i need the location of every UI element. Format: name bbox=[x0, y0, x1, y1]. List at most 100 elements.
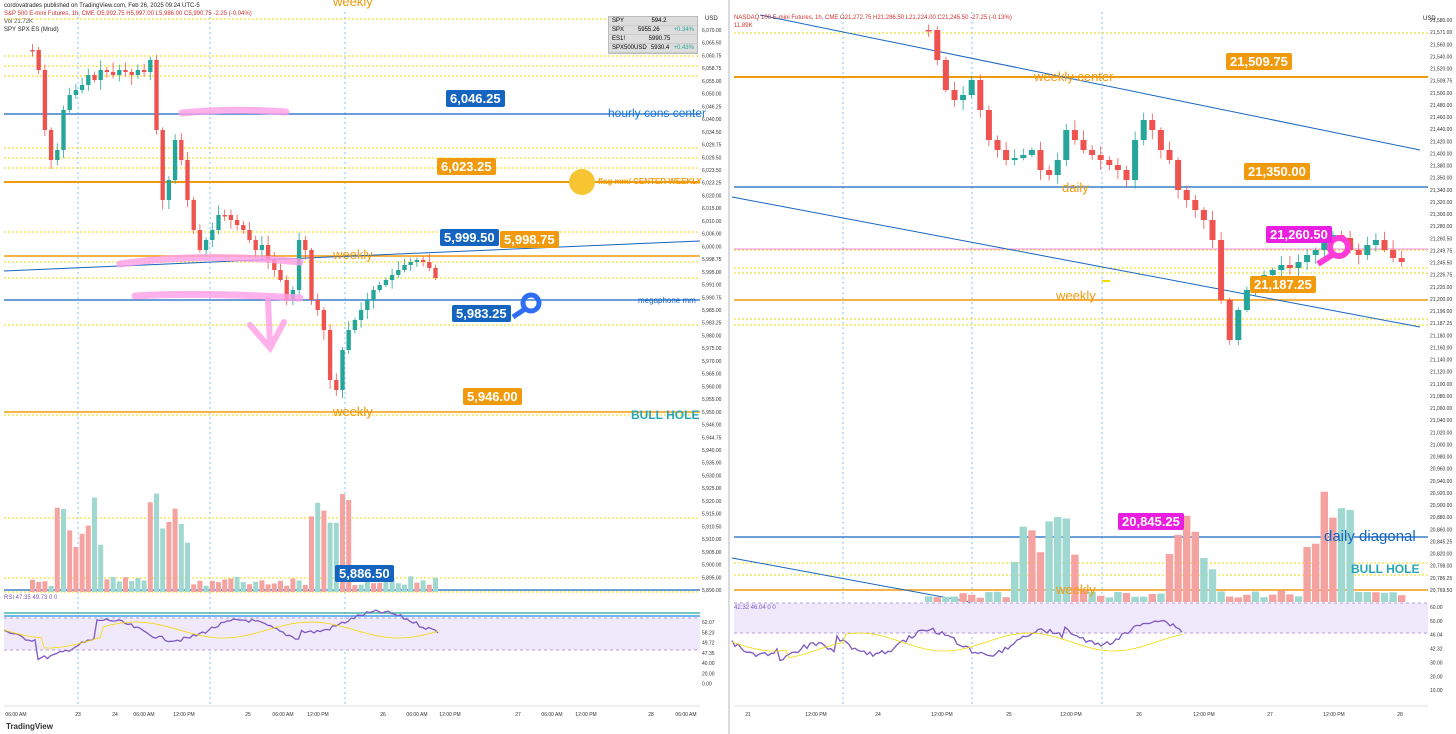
price-tick-label: 5,910.00 bbox=[702, 537, 722, 543]
ticker-row[interactable]: ES1! 5990.75 bbox=[609, 35, 697, 44]
tradingview-logo: TradingView bbox=[6, 722, 53, 731]
time-tick-label: 06:00 AM bbox=[5, 712, 26, 718]
ticker-symbol: ES1! bbox=[612, 36, 626, 42]
price-tick-label: 21,180.00 bbox=[1430, 333, 1452, 339]
price-tick-label: 20,820.00 bbox=[1430, 552, 1452, 558]
candle-body bbox=[42, 70, 48, 130]
time-tick-label: 25 bbox=[245, 712, 251, 718]
volume-bar bbox=[178, 523, 184, 592]
volume-bar bbox=[1372, 592, 1380, 602]
chart-panel-nq[interactable]: 21,580.00 21,571.00 21,560.00 21,540.00 21,5… bbox=[730, 0, 1456, 734]
volume-bar bbox=[1346, 510, 1354, 602]
candle-body bbox=[1166, 150, 1173, 160]
price-tick-label: 6,055.00 bbox=[702, 79, 722, 85]
price-tick-label: 21,460.00 bbox=[1430, 115, 1452, 121]
price-tick-label: 20,940.00 bbox=[1430, 479, 1452, 485]
candle-body bbox=[1278, 265, 1285, 270]
candle-body bbox=[210, 230, 215, 240]
chart-canvas-nq[interactable]: 21,580.00 21,571.00 21,560.00 21,540.00 21,5… bbox=[730, 0, 1456, 734]
volume-bar bbox=[240, 582, 246, 592]
time-tick-label: 06:00 AM bbox=[675, 712, 696, 718]
price-tick-label: 21,580.00 bbox=[1430, 18, 1452, 24]
price-axis bbox=[1428, 0, 1456, 734]
ticker-value: 594.2 bbox=[651, 18, 667, 24]
symbol-line-nq[interactable]: NASDAQ 100 E-mini Futures, 1h, CME O21,2… bbox=[734, 15, 1012, 21]
volume-bar bbox=[933, 597, 941, 602]
price-tick-label: 20,900.00 bbox=[1430, 503, 1452, 509]
volume-bar bbox=[1251, 591, 1260, 602]
price-tick-label: 21,080.00 bbox=[1430, 394, 1452, 400]
volume-bar bbox=[185, 542, 190, 592]
price-tick-label: 21,220.00 bbox=[1430, 285, 1452, 291]
price-tick-label: 6,050.00 bbox=[702, 92, 722, 98]
candle-body bbox=[951, 90, 958, 100]
price-tick-label: 20,960.00 bbox=[1430, 467, 1452, 473]
price-tick-label: 6,023.25 bbox=[702, 181, 722, 187]
price-tick-label: 20,786.25 bbox=[1430, 576, 1452, 582]
price-tick-label: 21,400.00 bbox=[1430, 151, 1452, 157]
price-tick-label: 6,034.50 bbox=[702, 130, 722, 136]
candle-body bbox=[48, 130, 54, 160]
volume-bar bbox=[1088, 591, 1096, 602]
price-tag-5946: 5,946.00 bbox=[463, 388, 522, 405]
time-tick-label: 28 bbox=[1397, 712, 1403, 718]
volume-bar bbox=[1002, 597, 1010, 602]
price-tick-label: 20,769.50 bbox=[1430, 588, 1452, 594]
volume-bar bbox=[191, 584, 197, 592]
candle-body bbox=[216, 215, 221, 230]
candle-body bbox=[86, 75, 91, 85]
volume-bar bbox=[154, 493, 159, 592]
volume-line-nq: 11.89K bbox=[734, 23, 753, 29]
daily-diagonal-label: daily diagonal bbox=[1324, 528, 1416, 545]
volume-bar bbox=[950, 596, 959, 602]
volume-bar bbox=[1355, 591, 1363, 602]
volume-bar bbox=[1140, 596, 1148, 602]
weekly-center-label: weekly center bbox=[1034, 69, 1114, 84]
chart-panel-spx[interactable]: 6,070.00 6,065.50 6,060.75 6,058.75 6,055.00… bbox=[0, 0, 728, 734]
price-tick-label: 21,245.50 bbox=[1430, 261, 1452, 267]
rsi-curve bbox=[3, 609, 439, 661]
ticker-row[interactable]: SPY 594.2 bbox=[609, 17, 697, 26]
price-tick-label: 21,187.25 bbox=[1430, 321, 1452, 327]
volume-bar bbox=[1122, 593, 1131, 602]
rsi-tick-label: 20.00 bbox=[702, 671, 715, 677]
price-tick-label: 21,540.00 bbox=[1430, 54, 1452, 60]
price-tick-label: 21,200.00 bbox=[1430, 297, 1452, 303]
ticker-row[interactable]: SPX500USD 5930.4 +0.43% bbox=[609, 44, 697, 53]
ticker-row[interactable]: SPX 5955.26 +0.34% bbox=[609, 26, 697, 35]
price-tick-label: 21,320.00 bbox=[1430, 200, 1452, 206]
price-tick-label: 20,880.00 bbox=[1430, 515, 1452, 521]
symbol-line[interactable]: S&P 500 E-mini Futures, 1h, CME O5,992.7… bbox=[4, 11, 252, 17]
volume-bar bbox=[73, 547, 79, 592]
volume-bar bbox=[358, 584, 364, 592]
volume-bar bbox=[222, 579, 228, 592]
time-tick-label: 12:00 PM bbox=[1193, 712, 1214, 718]
volume-bar bbox=[993, 591, 1002, 602]
volume-bar bbox=[302, 584, 308, 592]
volume-bar bbox=[1079, 590, 1088, 602]
price-tick-label: 5,991.00 bbox=[702, 283, 722, 289]
rsi-tick-label: 62.07 bbox=[702, 620, 715, 626]
volume-bar bbox=[364, 580, 370, 592]
time-tick-label: 12:00 PM bbox=[1323, 712, 1344, 718]
price-tick-label: 5,935.00 bbox=[702, 461, 722, 467]
price-tick-label: 6,065.50 bbox=[702, 41, 722, 47]
volume-bar bbox=[1105, 597, 1113, 602]
price-tick-label: 6,046.25 bbox=[702, 104, 722, 110]
candle-body bbox=[154, 60, 159, 130]
candle-body bbox=[1364, 245, 1371, 255]
volume-bar bbox=[414, 582, 420, 592]
price-tick-label: 5,975.00 bbox=[702, 346, 722, 352]
price-tick-label: 5,900.00 bbox=[702, 563, 722, 569]
hourly-cons-center-label: hourly cons center bbox=[608, 106, 707, 120]
ticker-watchlist[interactable]: SPY 594.2 SPX 5955.26 +0.34% ES1! 5990.75 SPX50… bbox=[608, 16, 698, 54]
chart-canvas-spx[interactable]: 6,070.00 6,065.50 6,060.75 6,058.75 6,055.00… bbox=[0, 0, 728, 734]
price-tick-label: 20,845.25 bbox=[1430, 539, 1452, 545]
rsi-tick-label: 49.72 bbox=[702, 641, 715, 647]
lemon-icon bbox=[569, 169, 595, 195]
volume-bar bbox=[959, 593, 967, 602]
volume-bar bbox=[968, 594, 976, 602]
time-tick-label: 27 bbox=[1267, 712, 1273, 718]
rsi-tick-label: 46.04 bbox=[1430, 633, 1443, 639]
candle-body bbox=[272, 260, 277, 270]
